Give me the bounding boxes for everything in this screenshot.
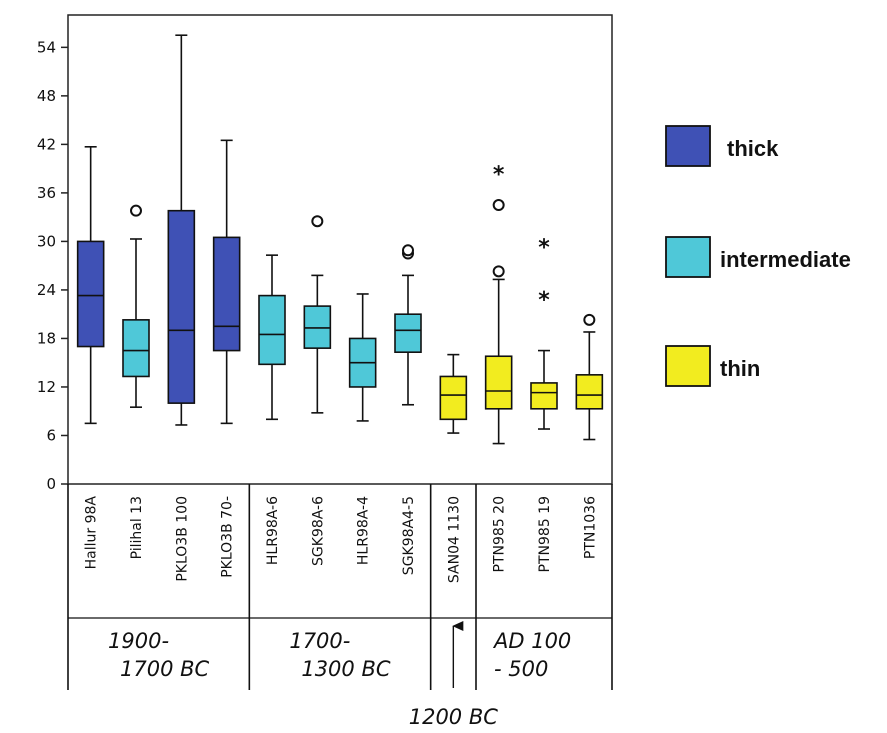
y-tick-label: 6 [46, 426, 56, 444]
box-group [76, 146, 105, 425]
y-tick-label: 36 [37, 184, 56, 202]
legend-swatch-thick [665, 125, 711, 167]
box-group [394, 244, 422, 406]
period-labels: 1900- 1700 BC 1700- 1300 BC 1200 BC AD 100 - 5… [108, 621, 571, 729]
period-label-single: 1200 BC [409, 705, 499, 729]
period-label-line2: 1700 BC [120, 657, 210, 681]
period-label-line1: 1700- [289, 629, 350, 653]
y-tick-label: 12 [37, 378, 56, 396]
category-label: PTN985 19 [537, 496, 553, 572]
y-tick-label: 54 [37, 38, 56, 56]
legend: thick intermediate thin [665, 125, 851, 387]
legend-label-intermediate: intermediate [720, 247, 851, 272]
category-label: PTN1036 [582, 496, 598, 559]
legend-swatch-intermediate [665, 236, 711, 278]
box-group [122, 204, 150, 408]
outlier-circle [492, 265, 505, 278]
box [258, 294, 286, 366]
outlier-asterisk: * [538, 288, 550, 313]
category-table: Hallur 98A Pilihal 13 PKLO3B 100 PKLO3B 70-… [67, 484, 613, 690]
category-label: PKLO3B 70- [220, 496, 236, 578]
category-label: PKLO3B 100 [174, 496, 190, 582]
outlier-circle [130, 204, 142, 217]
box-group: ** [530, 235, 558, 430]
box [575, 374, 604, 410]
category-label: SGK98A-6 [310, 496, 326, 566]
box [303, 305, 332, 349]
box-group [303, 215, 332, 414]
box-group: * [484, 163, 513, 445]
box [122, 319, 150, 378]
y-tick-label: 18 [37, 329, 56, 347]
box [394, 313, 422, 353]
category-label: SAN04 1130 [446, 496, 462, 583]
box [484, 355, 513, 410]
outlier-circle [583, 313, 596, 326]
period-label-line2: - 500 [494, 657, 548, 681]
box [530, 382, 558, 410]
category-label: PTN985 20 [492, 496, 508, 572]
box-group [439, 353, 468, 434]
period-label-line1: AD 100 [492, 629, 571, 653]
outlier-asterisk: * [493, 163, 505, 188]
y-tick-label: 48 [37, 87, 56, 105]
box-group [167, 34, 196, 426]
box [167, 209, 196, 404]
box-group [348, 293, 377, 422]
y-axis: 0 6 12 18 24 30 36 42 48 54 [37, 38, 68, 493]
boxes: *** [76, 34, 604, 445]
box-group [258, 254, 286, 421]
period-label-line1: 1900- [108, 629, 169, 653]
category-label: HLR98A-4 [356, 496, 372, 565]
plot-frame [67, 14, 613, 485]
box-group [575, 313, 604, 441]
box-group [212, 139, 241, 425]
y-tick-label: 0 [46, 475, 56, 493]
category-label: SGK98A4-5 [401, 496, 417, 575]
category-label: Pilihal 13 [129, 496, 145, 559]
outlier-circle [492, 199, 505, 212]
outlier-circle [402, 244, 414, 257]
box [76, 240, 105, 348]
category-label: Hallur 98A [84, 496, 100, 570]
box [439, 375, 468, 421]
plot-border [67, 14, 613, 485]
outlier-asterisk: * [538, 235, 550, 260]
y-tick-label: 42 [37, 135, 56, 153]
legend-label-thick: thick [727, 136, 779, 161]
y-tick-label: 24 [37, 281, 56, 299]
period-label-line2: 1300 BC [301, 657, 391, 681]
category-label: HLR98A-6 [265, 496, 281, 565]
box [212, 236, 241, 352]
legend-swatch-thin [665, 345, 711, 387]
outlier-circle [311, 215, 324, 228]
y-tick-label: 30 [37, 232, 56, 250]
legend-label-thin: thin [720, 356, 760, 381]
